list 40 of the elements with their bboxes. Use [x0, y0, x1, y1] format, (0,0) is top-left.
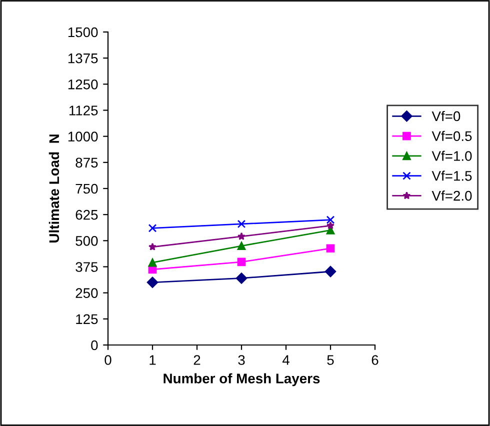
y-tick-label: 1375: [68, 53, 98, 64]
x-tick-label: 2: [194, 355, 200, 365]
y-tick-label: 250: [76, 288, 98, 298]
point: [148, 258, 157, 267]
x-tick-label: 4: [282, 355, 290, 365]
y-tick-label: 500: [76, 236, 98, 246]
x-tick-label: 5: [327, 355, 334, 365]
point: [326, 221, 334, 230]
x-tick-label: 1: [150, 355, 156, 365]
y-tick-label: 1125: [69, 106, 98, 116]
x-tick-label: 3: [238, 355, 245, 365]
y-axis-title: Ultimate Load N: [48, 134, 60, 242]
point: [326, 244, 335, 253]
point: [146, 276, 158, 288]
y-tick-label: 375: [76, 262, 98, 272]
legend-label: Vf=2.0: [432, 190, 472, 201]
point: [237, 220, 246, 228]
point: [326, 216, 335, 224]
legend-label: Vf=1.0: [432, 150, 472, 161]
x-tick-label: 0: [104, 355, 112, 365]
point: [237, 258, 246, 266]
point: [148, 224, 157, 232]
y-tick-label: 1250: [68, 80, 98, 90]
x-tick-label: 6: [372, 355, 378, 365]
y-tick-label: 750: [76, 184, 98, 194]
point: [238, 232, 246, 240]
y-tick-label: 125: [76, 314, 98, 324]
legend-label: Vf=0: [432, 110, 460, 122]
y-tick-label: 625: [76, 210, 98, 220]
point: [236, 272, 248, 284]
legend-label: Vf=1.5: [432, 170, 472, 181]
legend-label: Vf=0.5: [432, 130, 472, 142]
point: [324, 266, 336, 278]
y-tick-label: 0: [91, 340, 98, 350]
y-tick-label: 1500: [68, 27, 98, 38]
y-tick-label: 875: [76, 158, 98, 168]
y-tick-label: 1000: [68, 132, 98, 142]
point: [237, 242, 246, 250]
point: [148, 242, 156, 250]
x-axis-title: Number of Mesh Layers: [164, 373, 320, 386]
